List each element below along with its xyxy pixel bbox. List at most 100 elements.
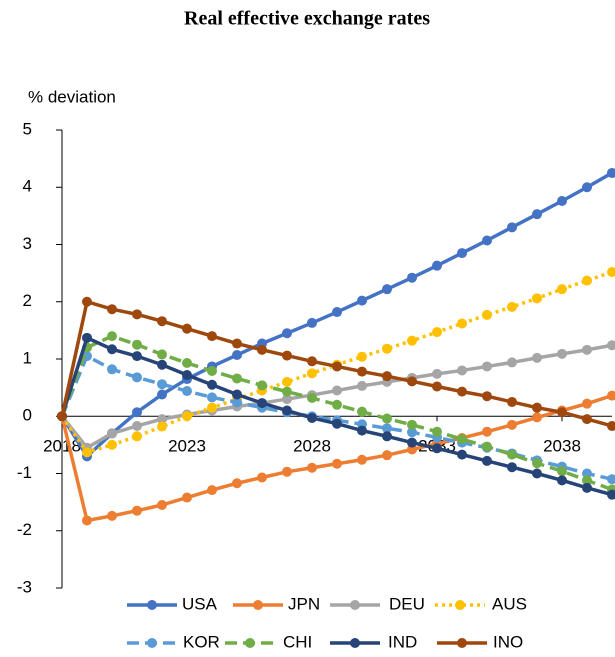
data-point (607, 266, 615, 277)
data-point (132, 339, 142, 350)
data-point (482, 309, 492, 320)
data-point (532, 402, 542, 413)
data-point (557, 348, 567, 359)
data-point (232, 397, 242, 408)
data-point (357, 295, 367, 306)
data-point (432, 260, 442, 271)
data-point (132, 505, 142, 516)
data-point (232, 373, 242, 384)
data-point (557, 407, 567, 418)
data-point (207, 392, 217, 403)
data-point (332, 307, 342, 318)
data-point (382, 431, 392, 442)
legend-marker (350, 638, 360, 648)
data-point (82, 296, 92, 307)
data-point (607, 390, 615, 401)
legend-label: INO (493, 632, 523, 651)
data-point (382, 343, 392, 354)
legend-label: KOR (183, 632, 220, 651)
data-point (157, 349, 167, 360)
data-point (107, 344, 117, 355)
data-point (207, 402, 217, 413)
data-point (282, 394, 292, 405)
data-point (507, 396, 517, 407)
data-point (432, 327, 442, 338)
y-tick-label: 1 (23, 348, 32, 367)
data-point (407, 376, 417, 387)
data-point (132, 407, 142, 418)
data-point (182, 386, 192, 397)
data-point (407, 444, 417, 455)
data-point (507, 222, 517, 233)
data-point (582, 468, 592, 479)
legend-marker (147, 600, 157, 610)
data-point (182, 323, 192, 334)
data-point (532, 209, 542, 220)
data-point (282, 328, 292, 339)
data-point (307, 356, 317, 367)
data-point (307, 368, 317, 379)
data-point (457, 386, 467, 397)
y-tick-label: -3 (17, 577, 32, 596)
legend-label: CHI (283, 632, 312, 651)
data-point (157, 414, 167, 425)
data-point (407, 272, 417, 283)
data-point (432, 443, 442, 454)
data-point (382, 423, 392, 434)
data-point (132, 351, 142, 362)
data-point (607, 167, 615, 178)
data-point (557, 195, 567, 206)
data-point (232, 389, 242, 400)
chart-title: Real effective exchange rates (184, 8, 430, 30)
data-point (332, 385, 342, 396)
data-point (82, 332, 92, 343)
data-point (382, 450, 392, 461)
data-point (132, 431, 142, 442)
data-point (482, 426, 492, 437)
legend-label: USA (182, 594, 218, 613)
data-point (157, 316, 167, 327)
data-point (607, 340, 615, 351)
data-point (257, 380, 267, 391)
data-point (482, 235, 492, 246)
data-point (432, 381, 442, 392)
data-point (532, 352, 542, 363)
data-point (532, 458, 542, 469)
data-point (457, 318, 467, 329)
data-point (532, 468, 542, 479)
data-point (107, 428, 117, 439)
data-point (207, 331, 217, 342)
data-point (407, 427, 417, 438)
legend-marker (455, 600, 465, 610)
data-point (382, 371, 392, 382)
data-point (482, 391, 492, 402)
data-point (282, 376, 292, 387)
data-point (382, 284, 392, 295)
x-tick-label: 2023 (168, 437, 206, 456)
data-point (457, 434, 467, 445)
data-point (607, 474, 615, 485)
data-point (357, 351, 367, 362)
data-point (482, 361, 492, 372)
data-point (582, 344, 592, 355)
data-point (57, 411, 67, 422)
data-point (82, 447, 92, 458)
legend-label: AUS (492, 594, 527, 613)
data-point (207, 379, 217, 390)
data-point (582, 182, 592, 193)
data-point (357, 425, 367, 436)
data-point (332, 361, 342, 372)
data-point (307, 412, 317, 423)
x-tick-label: 2038 (543, 437, 581, 456)
data-point (207, 485, 217, 496)
data-point (407, 335, 417, 346)
data-point (507, 301, 517, 312)
data-point (182, 358, 192, 369)
data-point (282, 350, 292, 361)
data-point (507, 419, 517, 430)
data-point (132, 309, 142, 320)
data-point (307, 462, 317, 473)
data-point (582, 475, 592, 486)
data-point (482, 441, 492, 452)
y-tick-label: 0 (23, 406, 32, 425)
